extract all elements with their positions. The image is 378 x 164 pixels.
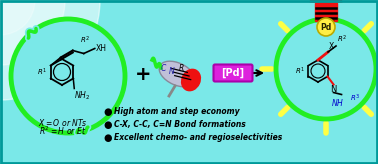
Text: $R$: $R$ <box>178 62 184 73</box>
Circle shape <box>0 0 65 65</box>
Circle shape <box>0 0 100 100</box>
Text: $C$: $C$ <box>160 62 168 73</box>
Circle shape <box>0 0 35 35</box>
Bar <box>315 3 337 21</box>
Text: Pd: Pd <box>321 22 332 31</box>
Text: N: N <box>330 85 337 94</box>
Text: $X = O$ or $NTs$: $X = O$ or $NTs$ <box>38 116 88 127</box>
Text: $R^2 = H$ or $Et$: $R^2 = H$ or $Et$ <box>39 125 87 137</box>
Circle shape <box>276 19 376 119</box>
Text: $R^1$: $R^1$ <box>295 65 305 77</box>
Ellipse shape <box>159 61 195 87</box>
Text: C-X, C-C, C=N Bond formations: C-X, C-C, C=N Bond formations <box>114 121 246 130</box>
Text: $R^2$: $R^2$ <box>80 34 90 45</box>
Text: +: + <box>135 64 151 83</box>
Circle shape <box>11 19 125 133</box>
Text: ●: ● <box>104 107 112 117</box>
Text: $NH_2$: $NH_2$ <box>74 90 91 102</box>
Text: X: X <box>329 42 334 51</box>
Ellipse shape <box>181 69 200 91</box>
Text: ●: ● <box>104 120 112 130</box>
Text: [Pd]: [Pd] <box>222 68 245 78</box>
Text: $R^3$: $R^3$ <box>350 92 359 104</box>
Text: ●: ● <box>104 133 112 143</box>
Circle shape <box>317 18 335 36</box>
Text: $NH$: $NH$ <box>331 96 344 107</box>
Text: $N$: $N$ <box>168 65 176 76</box>
Text: Excellent chemo- and regioselectivities: Excellent chemo- and regioselectivities <box>114 133 282 143</box>
Text: $R^2$: $R^2$ <box>337 34 347 45</box>
FancyBboxPatch shape <box>214 64 253 82</box>
Text: High atom and step economy: High atom and step economy <box>114 107 240 116</box>
Text: XH: XH <box>96 44 107 53</box>
Text: $R^1$: $R^1$ <box>37 66 47 78</box>
